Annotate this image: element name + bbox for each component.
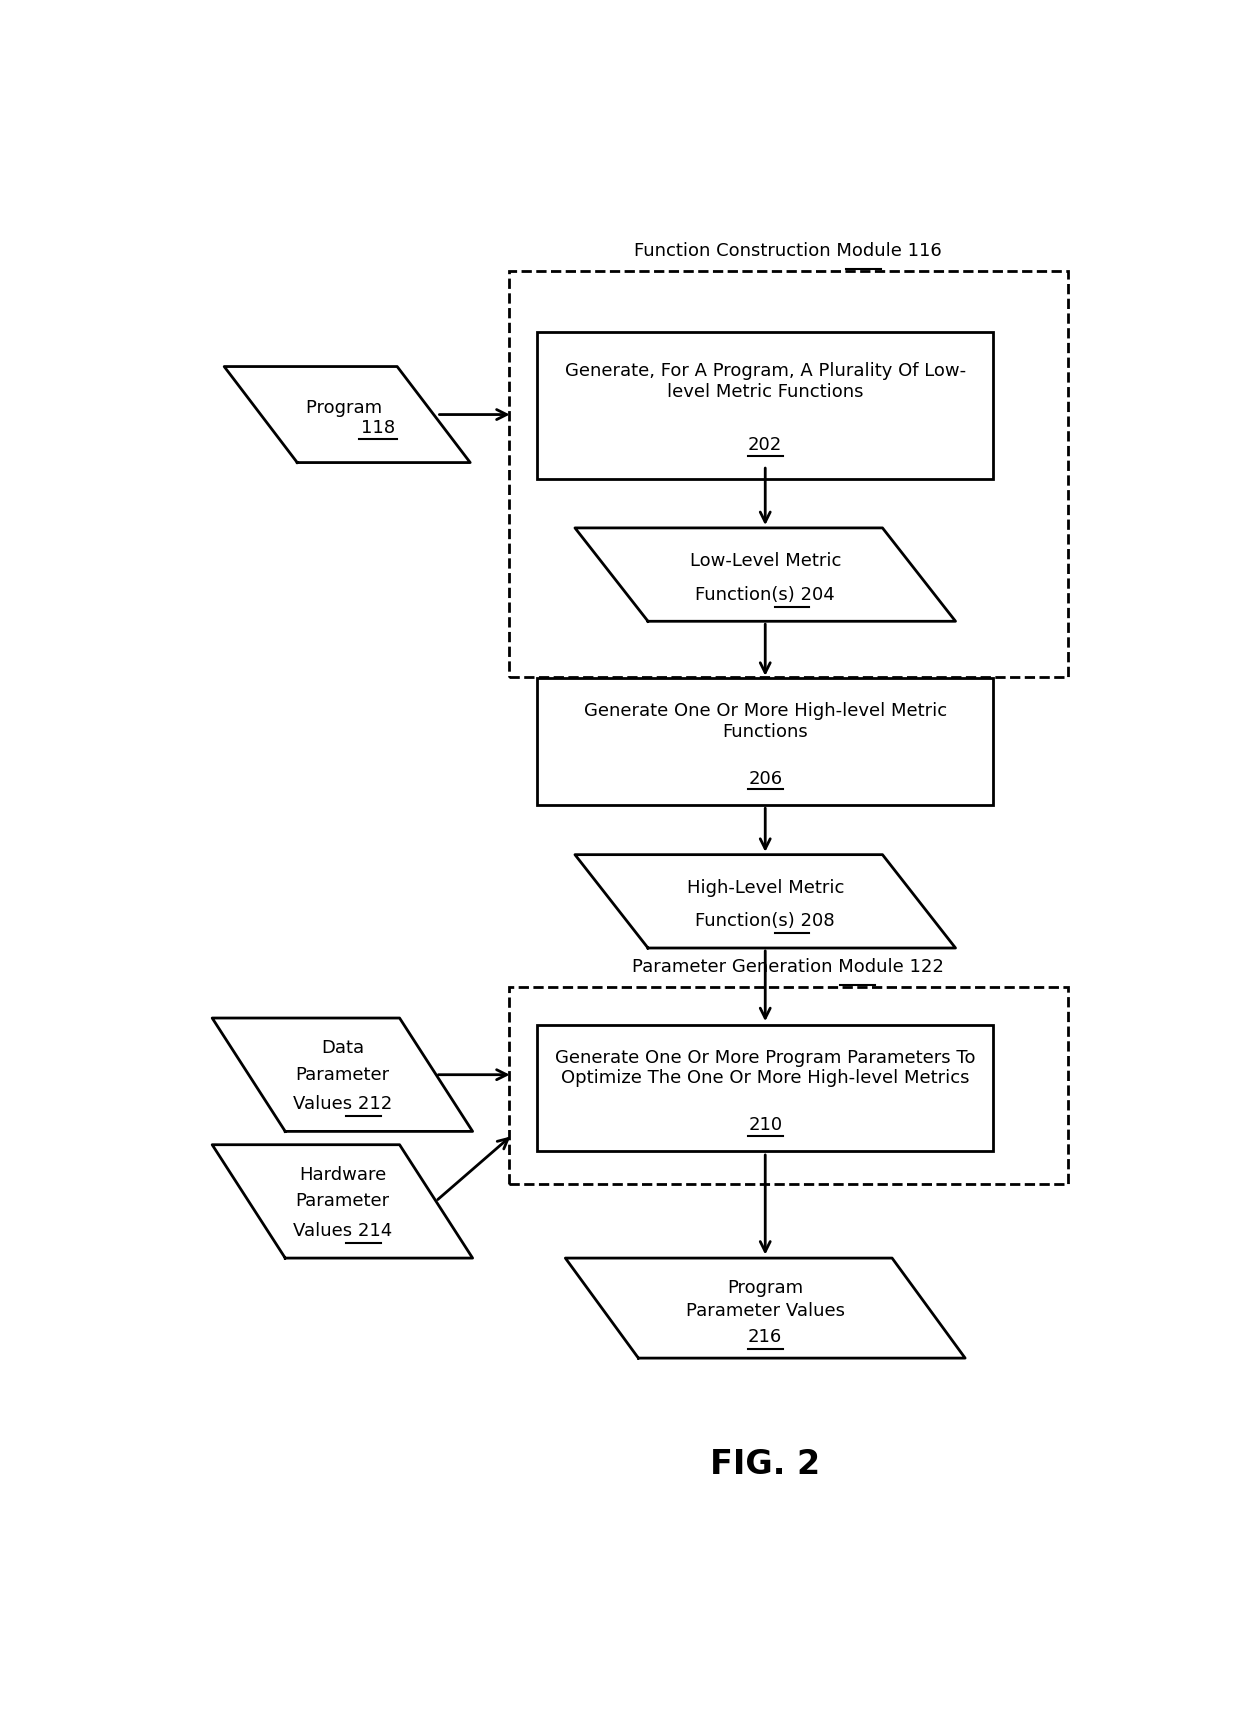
Text: Generate One Or More High-level Metric
Functions: Generate One Or More High-level Metric F… <box>584 701 947 741</box>
Text: Generate One Or More Program Parameters To
Optimize The One Or More High-level M: Generate One Or More Program Parameters … <box>556 1048 976 1088</box>
Polygon shape <box>575 528 956 622</box>
Text: Parameter Generation Module 122: Parameter Generation Module 122 <box>632 958 944 977</box>
Text: Function(s) 204: Function(s) 204 <box>696 585 835 603</box>
Text: 118: 118 <box>361 419 396 436</box>
Text: Program: Program <box>306 398 388 417</box>
Text: Parameter Values: Parameter Values <box>686 1302 844 1320</box>
Text: Function(s) 208: Function(s) 208 <box>696 913 835 930</box>
Text: 202: 202 <box>748 436 782 454</box>
Polygon shape <box>224 367 470 462</box>
Polygon shape <box>212 1145 472 1257</box>
Text: Low-Level Metric: Low-Level Metric <box>689 553 841 570</box>
Text: Function Construction Module 116: Function Construction Module 116 <box>635 242 942 260</box>
Text: Data: Data <box>321 1039 365 1057</box>
Polygon shape <box>212 1018 472 1131</box>
Text: FIG. 2: FIG. 2 <box>711 1448 821 1481</box>
Bar <box>537 677 993 805</box>
Text: Values 214: Values 214 <box>293 1221 392 1240</box>
Bar <box>537 333 993 478</box>
Text: Program: Program <box>727 1280 804 1297</box>
Polygon shape <box>565 1257 965 1358</box>
Text: Parameter: Parameter <box>295 1065 389 1084</box>
Text: 210: 210 <box>748 1117 782 1134</box>
Text: 206: 206 <box>748 769 782 788</box>
Text: Generate, For A Program, A Plurality Of Low-
level Metric Functions: Generate, For A Program, A Plurality Of … <box>564 362 966 400</box>
Text: Parameter: Parameter <box>295 1192 389 1211</box>
Bar <box>537 1025 993 1152</box>
Polygon shape <box>575 854 956 947</box>
Text: High-Level Metric: High-Level Metric <box>687 880 844 897</box>
Text: Hardware: Hardware <box>299 1166 386 1183</box>
Text: 216: 216 <box>748 1328 782 1346</box>
Text: Values 212: Values 212 <box>293 1095 392 1114</box>
